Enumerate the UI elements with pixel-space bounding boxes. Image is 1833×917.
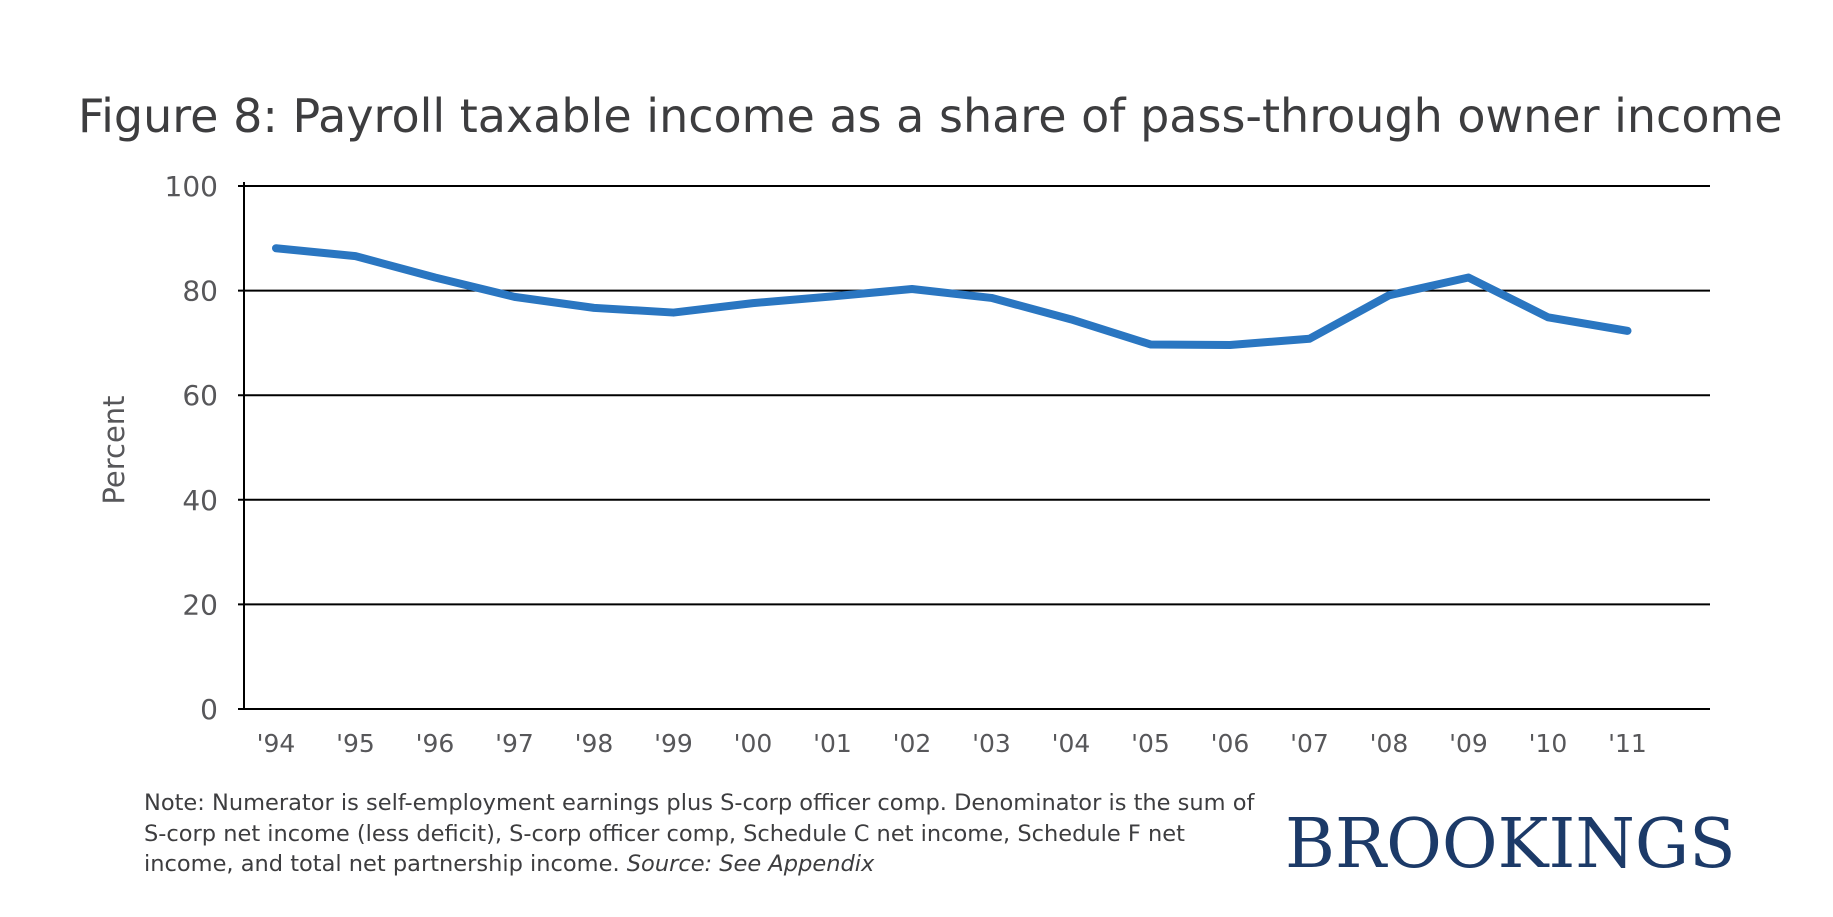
x-tick-label: '05 bbox=[1131, 729, 1170, 758]
gridlines bbox=[238, 182, 1710, 710]
data-point bbox=[1068, 316, 1074, 323]
x-tick-label: '07 bbox=[1290, 729, 1329, 758]
note-text: Note: Numerator is self-employment earni… bbox=[144, 790, 1255, 877]
x-tick-label: '03 bbox=[972, 729, 1011, 758]
data-point bbox=[1147, 341, 1154, 348]
data-point bbox=[670, 309, 677, 316]
source-text: Source: See Appendix bbox=[626, 851, 875, 877]
x-tick-label: '96 bbox=[416, 729, 455, 758]
x-tick-label: '08 bbox=[1370, 729, 1409, 758]
x-tick-label: '99 bbox=[654, 729, 693, 758]
data-point bbox=[909, 286, 915, 293]
x-tick-label: '10 bbox=[1529, 729, 1568, 758]
data-point bbox=[511, 293, 518, 300]
x-tick-label: '11 bbox=[1608, 729, 1647, 758]
brookings-logo: BROOKINGS bbox=[1285, 805, 1736, 884]
x-tick-labels: '94 '95 '96 '97 '98 '99 '00 '01 '02 '03 '04 '05 '06 '… bbox=[257, 729, 1647, 758]
series-line-0 bbox=[272, 244, 1632, 349]
y-tick-label: 100 bbox=[165, 170, 218, 203]
data-point bbox=[988, 294, 995, 301]
chart-title: Figure 8: Payroll taxable income as a sh… bbox=[78, 89, 1783, 143]
x-tick-label: '04 bbox=[1052, 729, 1091, 758]
y-tick-label: 0 bbox=[200, 693, 218, 726]
x-tick-label: '09 bbox=[1449, 729, 1488, 758]
data-point bbox=[829, 293, 836, 300]
y-tick-label: 20 bbox=[182, 588, 218, 621]
data-point bbox=[1227, 341, 1233, 348]
x-tick-label: '00 bbox=[734, 729, 773, 758]
y-tick-label: 60 bbox=[182, 379, 218, 412]
chart-note: Note: Numerator is self-employment earni… bbox=[144, 788, 1264, 880]
data-point bbox=[273, 245, 279, 252]
data-point bbox=[352, 253, 359, 260]
data-point bbox=[1545, 314, 1551, 321]
data-point bbox=[1386, 292, 1392, 299]
x-tick-label: '02 bbox=[893, 729, 932, 758]
x-tick-label: '01 bbox=[813, 729, 852, 758]
y-tick-label: 40 bbox=[182, 484, 218, 517]
y-tick-label: 80 bbox=[182, 275, 218, 308]
data-point bbox=[432, 274, 438, 281]
y-tick-labels: 0 20 40 60 80 100 bbox=[165, 170, 218, 726]
series-layer bbox=[272, 244, 1632, 349]
data-point bbox=[1306, 335, 1313, 342]
data-point bbox=[1624, 327, 1631, 334]
x-tick-label: '98 bbox=[575, 729, 614, 758]
data-point bbox=[1465, 274, 1472, 281]
y-axis-label: Percent bbox=[97, 395, 131, 504]
x-tick-label: '97 bbox=[495, 729, 534, 758]
x-tick-label: '06 bbox=[1211, 729, 1250, 758]
data-point bbox=[591, 304, 597, 311]
data-point bbox=[750, 300, 756, 307]
x-tick-label: '94 bbox=[257, 729, 296, 758]
x-tick-label: '95 bbox=[336, 729, 375, 758]
